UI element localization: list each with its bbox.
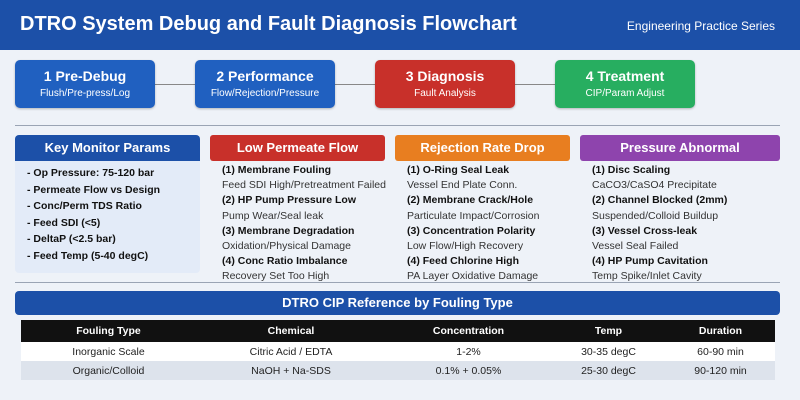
step-performance: 2 Performance Flow/Rejection/Pressure: [195, 60, 335, 108]
fault-header-low-permeate-flow: Low Permeate Flow: [210, 135, 385, 161]
fault-cause: (1) Disc Scaling: [592, 164, 671, 176]
key-monitor-title: Key Monitor Params: [15, 135, 200, 161]
fault-cause: (2) HP Pump Pressure Low: [222, 194, 357, 207]
step-title: 4 Treatment: [585, 68, 665, 84]
column-header: Temp: [551, 320, 666, 342]
fault-cause: (3) Membrane Degradation: [222, 224, 355, 237]
fault-list-rejection-rate-drop: (1) O-Ring Seal Leak Vessel End Plate Co…: [407, 163, 539, 285]
key-monitor-item: - Permeate Flow vs Design: [27, 183, 161, 196]
key-monitor-item: - Feed Temp (5-40 degC): [27, 249, 149, 262]
fault-cause: (3) Concentration Polarity: [407, 224, 536, 237]
column-header: Concentration: [386, 320, 551, 342]
fault-detail: Suspended/Colloid Buildup: [592, 209, 719, 222]
fault-list-low-permeate-flow: (1) Membrane Fouling Feed SDI High/Pretr…: [222, 163, 386, 285]
fault-detail: PA Layer Oxidative Damage: [407, 270, 539, 283]
fault-cause: (3) Vessel Cross-leak: [592, 224, 698, 237]
table-row: Organic/Colloid NaOH + Na-SDS 0.1% + 0.0…: [21, 361, 775, 380]
table-cell: Citric Acid / EDTA: [196, 342, 386, 361]
step-title: 2 Performance: [216, 68, 314, 84]
fault-detail: Vessel Seal Failed: [592, 240, 679, 253]
key-monitor-item: - Feed SDI (<5): [27, 216, 101, 229]
table-cell: 30-35 degC: [551, 342, 666, 361]
step-pre-debug: 1 Pre-Debug Flush/Pre-press/Log: [15, 60, 155, 108]
table-cell: Organic/Colloid: [21, 361, 196, 380]
column-header: Chemical: [196, 320, 386, 342]
cip-table-title: DTRO CIP Reference by Fouling Type: [15, 291, 780, 315]
step-title: 3 Diagnosis: [405, 68, 485, 84]
key-monitor-list: - Op Pressure: 75-120 bar - Permeate Flo…: [27, 165, 160, 264]
fault-detail: Temp Spike/Inlet Cavity: [592, 270, 702, 283]
fault-detail: Feed SDI High/Pretreatment Failed: [222, 179, 386, 192]
fault-list-pressure-abnormal: (1) Disc Scaling CaCO3/CaSO4 Precipitate…: [592, 163, 727, 285]
connector-2-3: [335, 84, 375, 85]
column-header: Fouling Type: [21, 320, 196, 342]
connector-1-2: [155, 84, 195, 85]
table-cell: 1-2%: [386, 342, 551, 361]
table-cell: 90-120 min: [666, 361, 775, 380]
fault-detail: Oxidation/Physical Damage: [222, 240, 351, 253]
step-subtitle: Flow/Rejection/Pressure: [210, 88, 320, 99]
fault-detail: Particulate Impact/Corrosion: [407, 209, 540, 222]
key-monitor-item: - Op Pressure: 75-120 bar: [27, 167, 155, 179]
table-row: Inorganic Scale Citric Acid / EDTA 1-2% …: [21, 342, 775, 361]
fault-cause: (2) Channel Blocked (2mm): [592, 194, 728, 207]
cip-table: Fouling Type Chemical Concentration Temp…: [21, 320, 775, 380]
table-cell: 25-30 degC: [551, 361, 666, 380]
table-cell: 0.1% + 0.05%: [386, 361, 551, 380]
fault-detail: Low Flow/High Recovery: [407, 240, 524, 253]
page-title: DTRO System Debug and Fault Diagnosis Fl…: [20, 13, 517, 35]
fault-header-pressure-abnormal: Pressure Abnormal: [580, 135, 780, 161]
fault-cause: (4) Conc Ratio Imbalance: [222, 255, 348, 268]
key-monitor-item: - DeltaP (<2.5 bar): [27, 233, 116, 245]
series-label: Engineering Practice Series: [626, 19, 775, 33]
table-cell: Inorganic Scale: [21, 342, 196, 361]
column-header: Duration: [666, 320, 775, 342]
fault-header-rejection-rate-drop: Rejection Rate Drop: [395, 135, 570, 161]
table-cell: NaOH + Na-SDS: [196, 361, 386, 380]
header-bar: DTRO System Debug and Fault Diagnosis Fl…: [0, 0, 800, 50]
fault-cause: (1) O-Ring Seal Leak: [407, 164, 510, 176]
fault-cause: (4) Feed Chlorine High: [407, 255, 520, 268]
divider-top: [15, 125, 780, 126]
step-diagnosis: 3 Diagnosis Fault Analysis: [375, 60, 515, 108]
step-title: 1 Pre-Debug: [43, 68, 127, 84]
fault-cause: (2) Membrane Crack/Hole: [407, 194, 534, 207]
step-subtitle: Fault Analysis: [414, 88, 476, 99]
table-cell: 60-90 min: [666, 342, 775, 361]
divider-middle: [15, 282, 780, 283]
fault-detail: Pump Wear/Seal leak: [222, 209, 324, 222]
fault-detail: Recovery Set Too High: [222, 270, 330, 283]
step-subtitle: Flush/Pre-press/Log: [39, 88, 131, 99]
fault-cause: (4) HP Pump Cavitation: [592, 255, 708, 268]
key-monitor-item: - Conc/Perm TDS Ratio: [27, 200, 142, 212]
fault-detail: Vessel End Plate Conn.: [407, 179, 518, 192]
fault-cause: (1) Membrane Fouling: [222, 164, 332, 176]
step-subtitle: CIP/Param Adjust: [585, 88, 665, 99]
connector-3-4: [515, 84, 555, 85]
table-header-row: Fouling Type Chemical Concentration Temp…: [21, 320, 775, 342]
fault-detail: CaCO3/CaSO4 Precipitate: [592, 179, 717, 192]
step-treatment: 4 Treatment CIP/Param Adjust: [555, 60, 695, 108]
